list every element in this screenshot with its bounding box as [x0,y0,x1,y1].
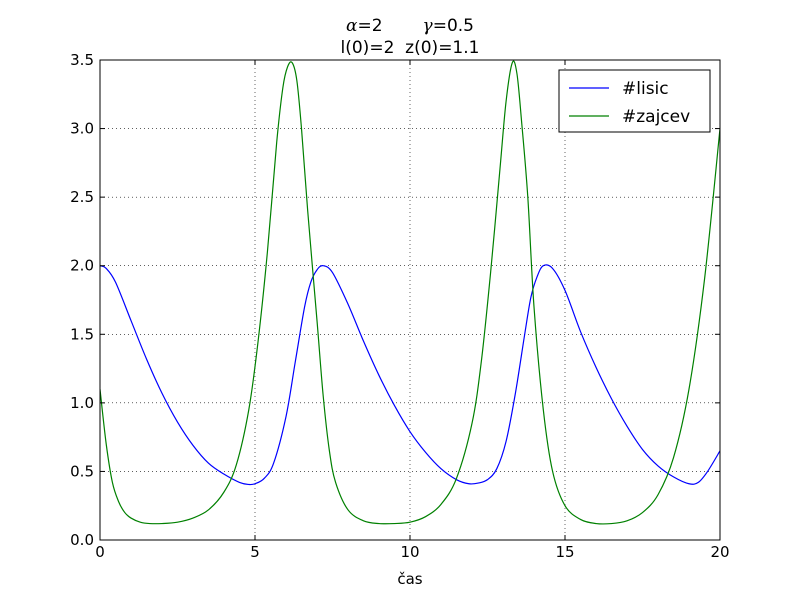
y-tick-label: 2.5 [70,188,94,206]
legend-box [558,69,711,133]
title-alpha-symbol: α [346,16,358,36]
x-tick-label: 15 [555,543,574,561]
x-tick-label: 0 [95,543,105,561]
y-tick-label: 3.5 [70,51,94,69]
legend-label: #lisic [622,79,669,99]
y-tick-label: 0.0 [70,531,94,549]
y-tick-label: 3.0 [70,120,94,138]
title-gamma-value: =0.5 [433,16,474,36]
x-tick-label: 5 [250,543,260,561]
y-tick-label: 2.0 [70,257,94,275]
x-tick-label: 20 [710,543,729,561]
chart-title-line1: α=2 γ=0.5 [346,16,474,36]
legend-label: #zajcev [622,107,690,127]
y-tick-label: 1.5 [70,325,94,343]
x-tick-label: 10 [400,543,419,561]
plot-lines [100,60,720,525]
axis-ticks: 0 5 10 15 20 0.0 0.5 1.0 1.5 2.0 2.5 3.0 3.5 [70,51,729,561]
x-axis-label: čas [397,570,422,588]
series-line-2 [100,60,720,525]
title-gamma-symbol: γ [423,16,434,36]
y-tick-label: 1.0 [70,394,94,412]
series-line-1 [100,264,720,486]
chart-title-line2: l(0)=2 z(0)=1.1 [341,38,480,58]
title-alpha-value: =2 [357,16,382,36]
legend: #lisic #zajcev [558,69,711,133]
y-tick-label: 0.5 [70,462,94,480]
